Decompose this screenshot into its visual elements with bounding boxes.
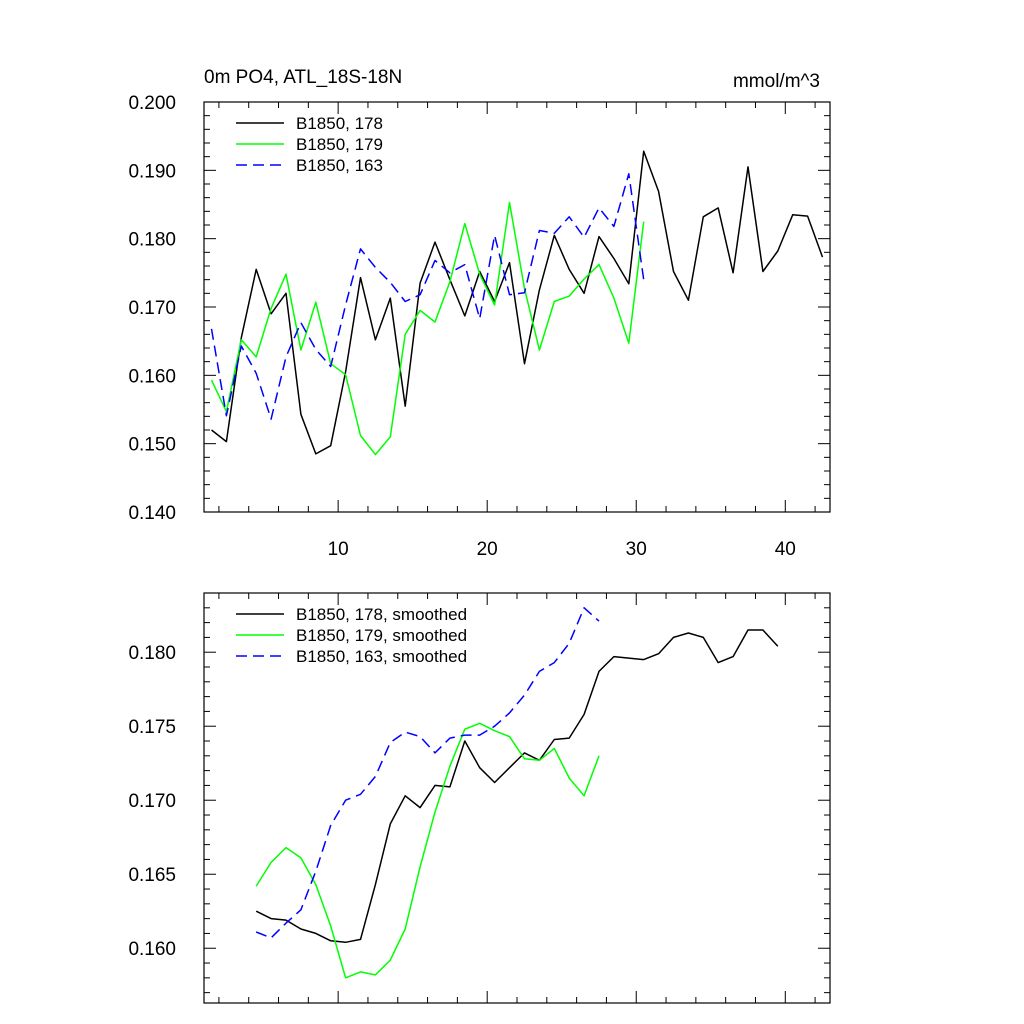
- y-tick-label: 0.180: [128, 230, 176, 251]
- chart-title: 0m PO4, ATL_18S-18N: [204, 67, 402, 88]
- y-tick-label: 0.175: [128, 717, 176, 738]
- legend: B1850, 178, smoothed B1850, 179, smoothed…: [236, 605, 467, 666]
- series-line-2: [210, 173, 645, 420]
- legend: B1850, 178 B1850, 179 B1850, 163: [236, 114, 383, 175]
- y-axis-ticks: [204, 101, 830, 513]
- units-label: mmol/m^3: [733, 71, 820, 92]
- y-tick-label: 0.165: [128, 865, 176, 886]
- y-tick-label: 0.190: [128, 161, 176, 182]
- top-panel: 10 20 30 40 0.140 0.150 0.160 0.170 0.180 0.190 0.…: [128, 93, 831, 560]
- bottom-panel: 0.160 0.165 0.170 0.175 0.180 B1850, 178, smo…: [128, 592, 831, 1004]
- x-axis-ticks: [218, 593, 816, 1003]
- y-tick-label: 0.170: [128, 298, 176, 319]
- legend-label: B1850, 178: [296, 114, 383, 133]
- legend-label: B1850, 178, smoothed: [296, 605, 467, 624]
- series-line-1: [255, 722, 600, 979]
- series-line-2: [255, 607, 600, 939]
- y-tick-label: 0.150: [128, 435, 176, 456]
- x-tick-label: 20: [477, 539, 498, 560]
- y-tick-label: 0.170: [128, 791, 176, 812]
- series-line-0: [255, 629, 779, 944]
- y-tick-label: 0.140: [128, 503, 176, 524]
- x-tick-label: 40: [775, 539, 796, 560]
- legend-label: B1850, 163, smoothed: [296, 647, 467, 666]
- y-axis-ticks: [204, 592, 830, 994]
- legend-label: B1850, 179, smoothed: [296, 626, 467, 645]
- series-line-0: [211, 150, 824, 455]
- y-tick-label: 0.180: [128, 643, 176, 664]
- x-axis-ticks: [218, 102, 816, 512]
- y-tick-label: 0.200: [128, 93, 176, 114]
- legend-label: B1850, 163: [296, 156, 383, 175]
- legend-label: B1850, 179: [296, 135, 383, 154]
- y-tick-label: 0.160: [128, 366, 176, 387]
- series-line-1: [210, 201, 645, 456]
- x-tick-label: 30: [626, 539, 647, 560]
- y-tick-label: 0.160: [128, 939, 176, 960]
- x-tick-label: 10: [328, 539, 349, 560]
